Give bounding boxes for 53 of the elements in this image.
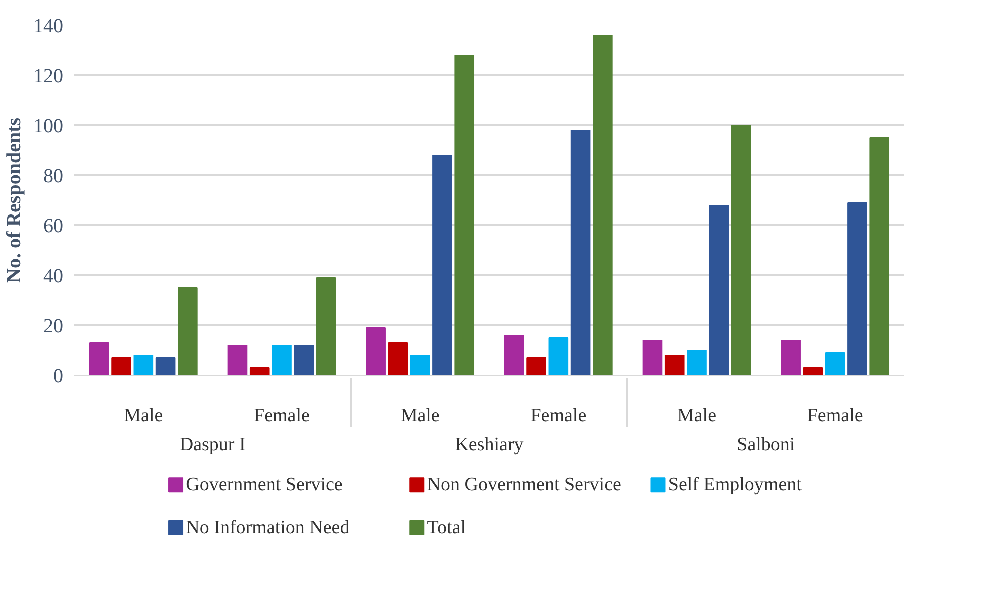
text: Daspur I bbox=[180, 434, 246, 456]
bar bbox=[803, 368, 824, 376]
bar bbox=[228, 345, 248, 376]
bar bbox=[548, 338, 569, 376]
bar bbox=[410, 355, 430, 376]
legend-label: No Information Need bbox=[186, 517, 350, 538]
bar bbox=[156, 358, 176, 376]
bar bbox=[89, 342, 110, 376]
bar bbox=[250, 368, 270, 376]
bar bbox=[112, 358, 132, 376]
bar bbox=[504, 335, 524, 376]
bar bbox=[294, 345, 314, 376]
bar bbox=[731, 125, 752, 376]
y-tick-label: 100 bbox=[34, 116, 64, 138]
bar bbox=[848, 202, 868, 376]
x-tick-label: Female bbox=[807, 406, 864, 426]
bar bbox=[366, 328, 386, 376]
x-tick-label: Female bbox=[530, 406, 587, 426]
bar bbox=[178, 288, 198, 376]
x-tick-label: Male bbox=[400, 406, 440, 426]
bar bbox=[642, 340, 663, 376]
bar bbox=[687, 350, 707, 376]
bar bbox=[388, 342, 408, 376]
bar bbox=[316, 278, 336, 376]
legend-label: Non Government Service bbox=[427, 474, 622, 496]
x-tick-label: Male bbox=[677, 406, 717, 426]
legend-label: Government Service bbox=[186, 474, 343, 496]
text: Salboni bbox=[737, 434, 796, 456]
y-tick-label: 140 bbox=[34, 16, 64, 38]
text: Keshiary bbox=[455, 434, 524, 456]
bar bbox=[825, 352, 846, 376]
legend-label: Total bbox=[427, 517, 466, 538]
bar bbox=[272, 345, 292, 376]
bar bbox=[526, 358, 546, 376]
legend-label: Self Employment bbox=[668, 474, 803, 496]
bar bbox=[134, 355, 154, 376]
x-tick-label: Female bbox=[254, 406, 310, 426]
y-tick-label: 40 bbox=[44, 266, 64, 288]
bar bbox=[664, 355, 685, 376]
y-axis-title: No. of Respondents bbox=[4, 118, 26, 284]
bar bbox=[593, 35, 613, 376]
bar bbox=[432, 155, 452, 376]
bar bbox=[870, 138, 890, 376]
y-tick-label: 0 bbox=[54, 366, 64, 388]
bar bbox=[570, 130, 591, 376]
bar bbox=[454, 55, 475, 376]
y-tick-label: 20 bbox=[44, 316, 64, 338]
bar bbox=[709, 205, 730, 376]
y-tick-label: 120 bbox=[34, 66, 64, 88]
y-tick-label: 80 bbox=[44, 166, 64, 188]
bar bbox=[781, 340, 801, 376]
x-tick-label: Male bbox=[124, 406, 164, 426]
y-tick-label: 60 bbox=[44, 216, 64, 238]
